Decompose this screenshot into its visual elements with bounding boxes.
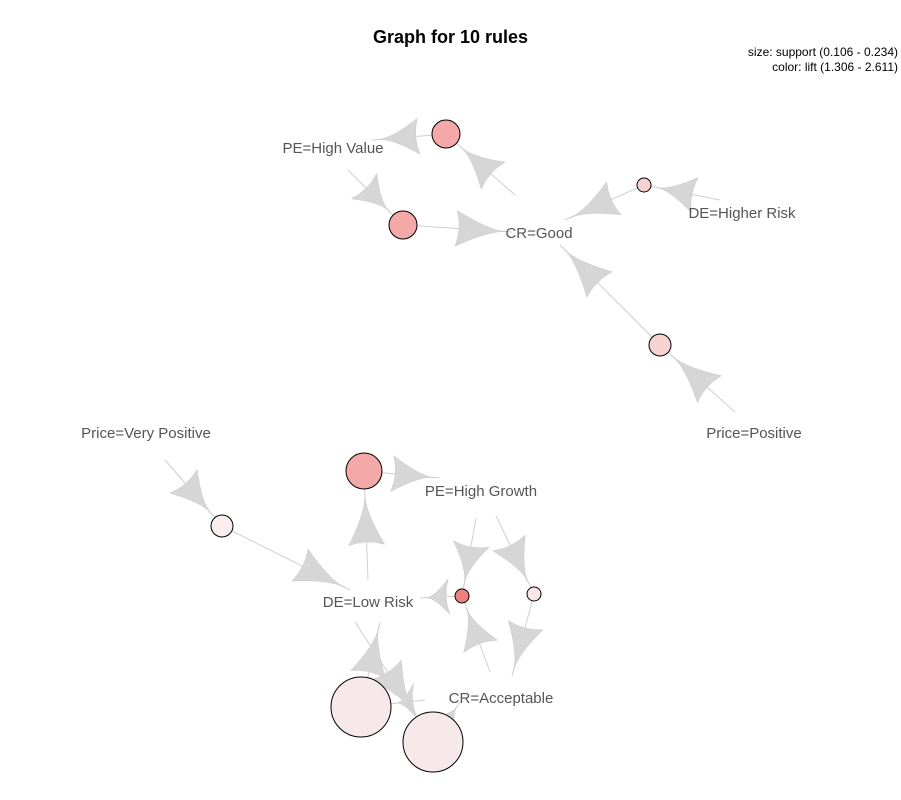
arrow-r6-to-de_low_risk: [291, 548, 345, 588]
arrow-r2-to-cr_good: [454, 209, 507, 247]
arrow-pe_high_growth-to-r7: [453, 540, 490, 584]
arrow-r7-to-de_low_risk: [425, 578, 451, 615]
arrow-cr_acceptable-to-r7: [463, 608, 499, 654]
rule-node-r7: [454, 588, 470, 604]
rule-node-r1: [431, 119, 461, 149]
arrow-de_higher_risk-to-r3: [656, 176, 699, 214]
arrow-de_low_risk-to-r10: [370, 659, 414, 712]
item-label-de-higher-risk: DE=Higher Risk: [688, 205, 796, 222]
arrow-de_low_risk-to-r5: [348, 494, 386, 547]
arrow-cr_good-to-r1: [460, 147, 506, 190]
item-label-pe-high-value: PE=High Value: [282, 140, 383, 157]
arrow-layer: [169, 117, 723, 740]
arrow-r1-to-pe_high_value: [377, 117, 421, 155]
arrow-price_very_positive-to-r6: [169, 468, 212, 514]
rule-node-r10: [402, 711, 464, 773]
rule-node-r6: [210, 514, 234, 538]
item-label-cr-good: CR=Good: [505, 225, 572, 242]
arrow-r3-to-cr_good: [570, 181, 622, 218]
legend-size: size: support (0.106 - 0.234): [747, 45, 898, 59]
arrow-r8-to-cr_acceptable: [507, 619, 544, 671]
rule-node-r8: [526, 586, 542, 602]
rule-node-r5: [345, 452, 383, 490]
arrow-r9-to-de_low_risk: [350, 627, 387, 680]
arrow-r4-to-cr_good: [564, 249, 614, 299]
arrow-pe_high_value-to-r2: [350, 172, 390, 212]
rule-node-layer: [210, 119, 672, 773]
legend-color: color: lift (1.306 - 2.611): [772, 60, 898, 74]
item-label-pe-high-growth: PE=High Growth: [425, 483, 537, 500]
item-label-cr-acceptable: CR=Acceptable: [449, 690, 554, 707]
item-label-price-very-positive: Price=Very Positive: [81, 425, 211, 442]
item-label-layer: PE=High Value CR=Good DE=Higher Risk Price=…: [81, 140, 802, 707]
rule-node-r3: [636, 177, 652, 193]
arrow-r5-to-pe_high_growth: [390, 455, 435, 493]
arrow-price_positive-to-r4: [672, 356, 723, 404]
item-label-de-low-risk: DE=Low Risk: [323, 594, 414, 611]
graph-title: Graph for 10 rules: [372, 27, 529, 47]
rule-node-r9: [330, 676, 392, 738]
arrow-pe_high_growth-to-r8: [492, 534, 529, 583]
edge-layer: [164, 133, 736, 743]
legend: size: support (0.106 - 0.234) color: lif…: [748, 45, 898, 75]
item-label-price-positive: Price=Positive: [706, 425, 801, 442]
rule-node-r4: [648, 333, 672, 357]
rule-node-r2: [388, 210, 418, 240]
